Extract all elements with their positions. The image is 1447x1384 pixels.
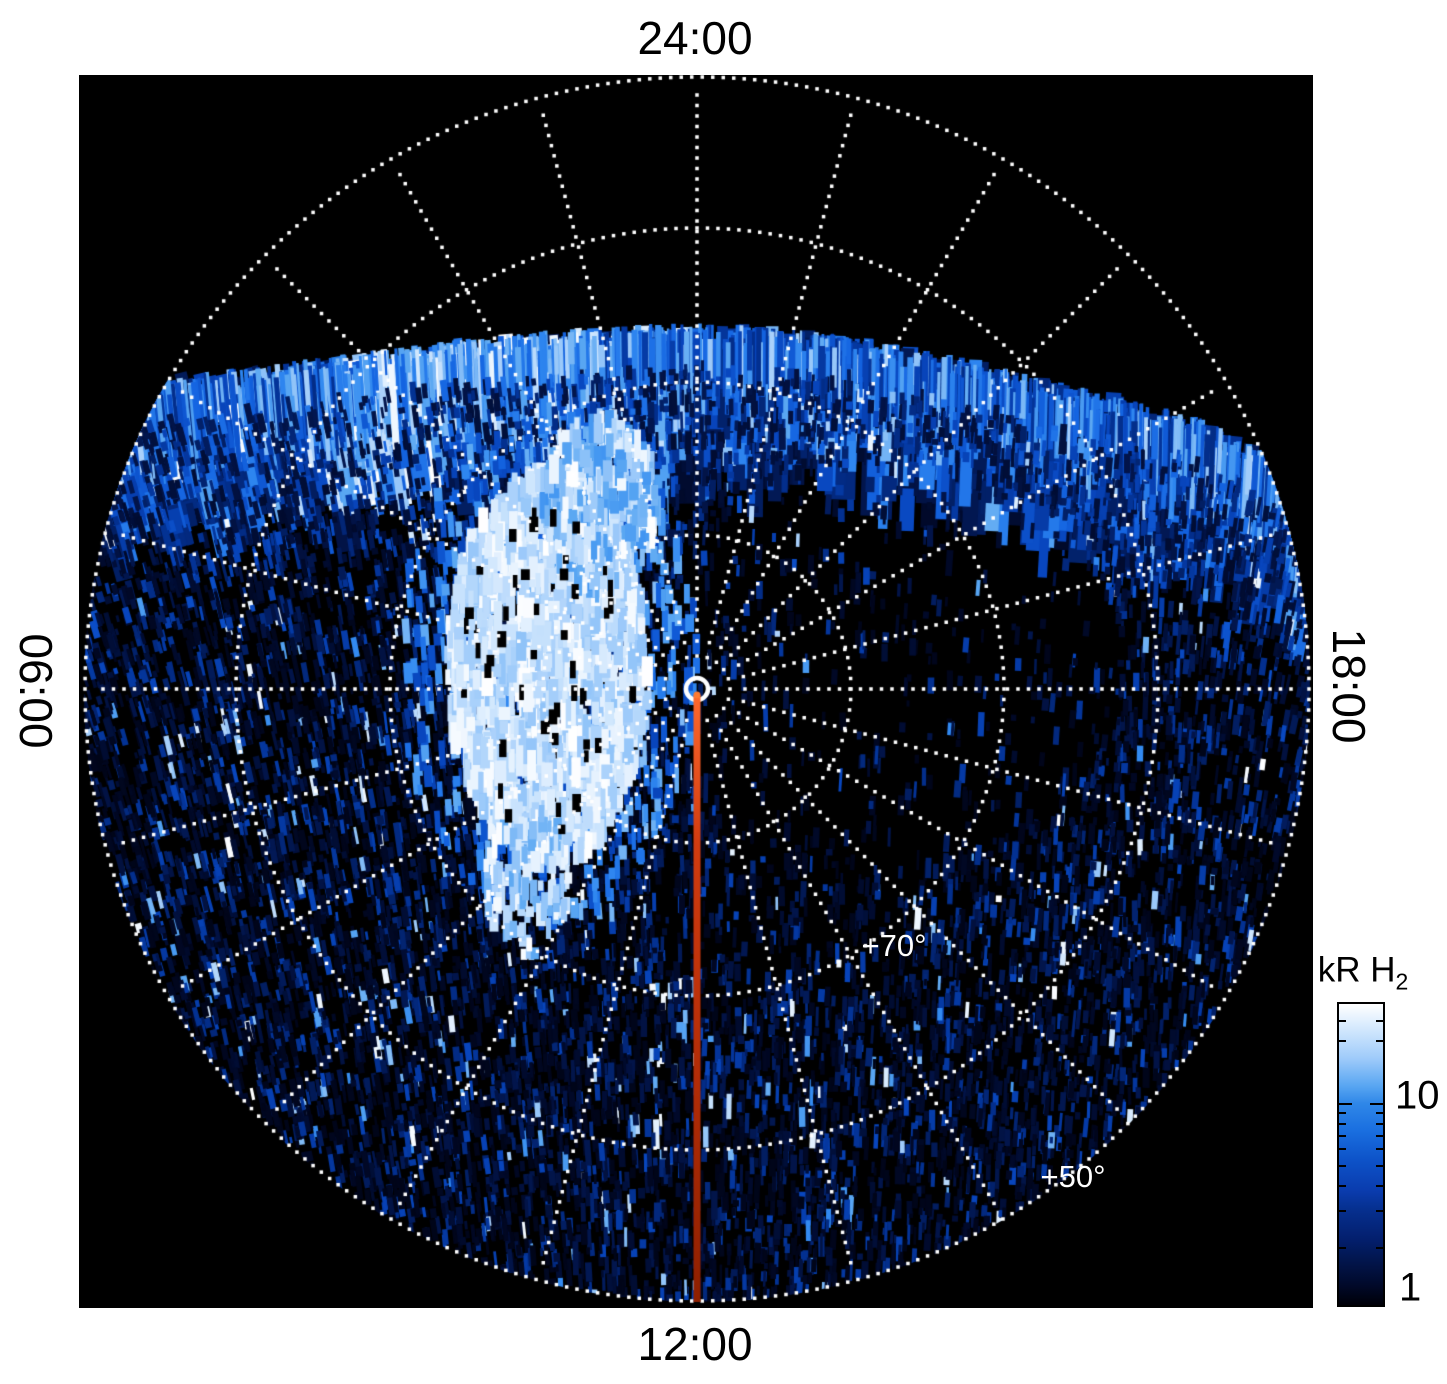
colorbar: [1337, 1002, 1385, 1307]
colorbar-tick: [1376, 1184, 1383, 1187]
colorbar-tick: [1339, 1111, 1346, 1114]
colorbar-tick: [1376, 1164, 1383, 1167]
colorbar-tick: [1376, 1040, 1383, 1043]
colorbar-tick: [1339, 1210, 1346, 1213]
colorbar-tick: [1376, 1148, 1383, 1151]
colorbar-title-subscript: 2: [1395, 968, 1409, 995]
latitude-label-70: +70°: [861, 928, 927, 963]
colorbar-tick: [1376, 1122, 1383, 1125]
colorbar-tick: [1339, 1134, 1346, 1137]
colorbar-tick: [1339, 1184, 1346, 1187]
colorbar-tick: [1376, 1210, 1383, 1213]
colorbar-tick: [1339, 1148, 1346, 1151]
colorbar-tick: [1376, 1134, 1383, 1137]
colorbar-tick: [1370, 1102, 1383, 1105]
colorbar-tick: [1339, 1164, 1346, 1167]
polar-plot-area: +70° +50°: [79, 75, 1313, 1308]
aurora-polar-map-canvas: [79, 75, 1313, 1308]
colorbar-tick: [1339, 1020, 1346, 1023]
hour-label-1200: 12:00: [637, 1318, 753, 1370]
colorbar-tick: [1339, 1246, 1346, 1249]
colorbar-tick: [1376, 1246, 1383, 1249]
colorbar-tick: [1339, 1102, 1352, 1105]
latitude-label-50: +50°: [1040, 1159, 1106, 1194]
colorbar-tick: [1376, 1020, 1383, 1023]
colorbar-tick: [1376, 1111, 1383, 1114]
hour-label-2400: 24:00: [637, 12, 753, 64]
colorbar-tick: [1339, 1122, 1346, 1125]
colorbar-title: kR H2: [1318, 951, 1409, 996]
colorbar-tick: [1339, 1040, 1346, 1043]
colorbar-tick-label-10: 10: [1395, 1073, 1440, 1118]
hour-label-0600: 06:00: [10, 633, 62, 749]
hour-label-1800: 18:00: [1323, 628, 1375, 744]
colorbar-title-text: kR H: [1317, 950, 1396, 990]
colorbar-tick-label-1: 1: [1399, 1265, 1422, 1310]
